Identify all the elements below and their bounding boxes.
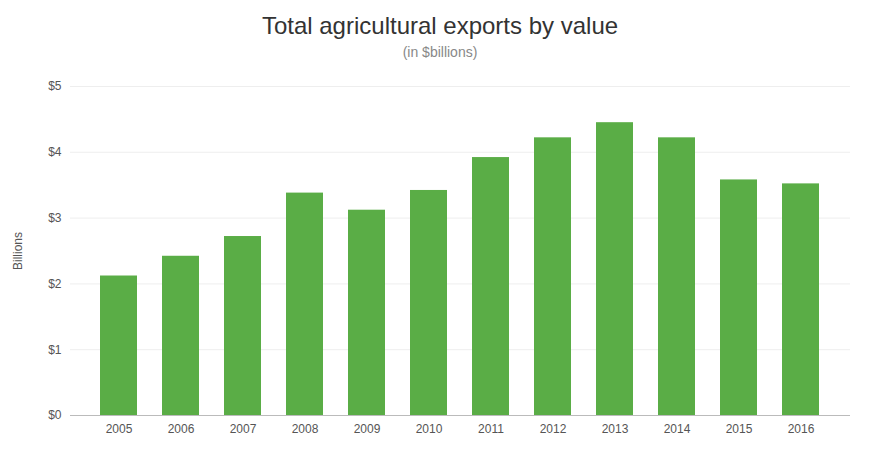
- svg-text:2012: 2012: [540, 422, 567, 436]
- svg-text:$4: $4: [48, 145, 62, 159]
- svg-text:2013: 2013: [602, 422, 629, 436]
- svg-text:$1: $1: [48, 343, 62, 357]
- svg-text:$0: $0: [48, 408, 62, 422]
- svg-text:2005: 2005: [106, 422, 133, 436]
- svg-text:$2: $2: [48, 277, 62, 291]
- svg-text:Billions: Billions: [11, 232, 25, 270]
- svg-text:$3: $3: [48, 211, 62, 225]
- svg-text:2007: 2007: [230, 422, 257, 436]
- svg-text:$5: $5: [48, 79, 62, 93]
- svg-text:2014: 2014: [664, 422, 691, 436]
- svg-text:2008: 2008: [292, 422, 319, 436]
- svg-text:2006: 2006: [168, 422, 195, 436]
- svg-text:2016: 2016: [788, 422, 815, 436]
- svg-text:2015: 2015: [726, 422, 753, 436]
- svg-text:2010: 2010: [416, 422, 443, 436]
- svg-text:2009: 2009: [354, 422, 381, 436]
- svg-text:2011: 2011: [478, 422, 504, 436]
- html-text:(in $billions): (in $billions): [402, 44, 478, 60]
- html-text:Total agricultural exports by: Total agricultural exports by value: [261, 12, 619, 39]
